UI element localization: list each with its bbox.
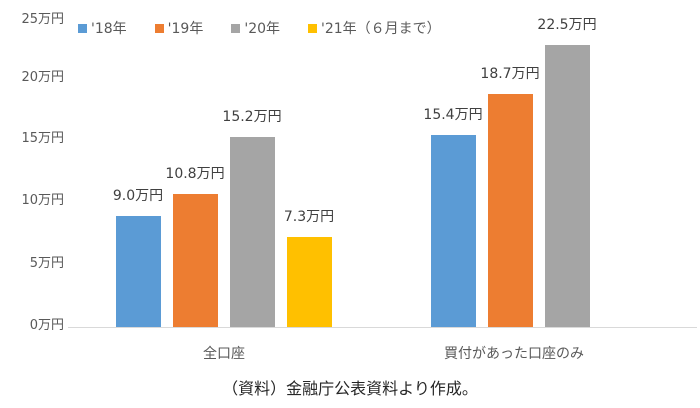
legend-label: '20年	[244, 21, 281, 37]
bar-label-purchased-2018: 15.4万円	[423, 107, 483, 123]
bar-label-all-2018: 9.0万円	[112, 188, 164, 204]
legend-swatch-icon	[231, 23, 241, 33]
legend-label: '21年（６月まで）	[321, 21, 441, 37]
bar-label-all-2021: 7.3万円	[283, 209, 335, 225]
bar-label-all-2020: 15.2万円	[222, 109, 282, 125]
bar-all-2019	[173, 194, 218, 327]
category-label-all-accounts: 全口座	[203, 346, 245, 362]
bar-purchased-2019	[488, 94, 533, 327]
y-tick-0: 0万円	[29, 318, 64, 333]
legend-item-2021: '21年（６月まで）	[308, 18, 441, 38]
category-label-purchased-only: 買付があった口座のみ	[444, 346, 584, 362]
x-axis-line	[68, 327, 697, 328]
y-tick-25: 25万円	[21, 12, 64, 27]
legend-item-2018: '18年	[78, 18, 127, 38]
bar-label-purchased-2020: 22.5万円	[537, 17, 597, 33]
legend: '18年 '19年 '20年 '21年（６月まで）	[78, 19, 469, 37]
legend-item-2019: '19年	[154, 18, 204, 38]
y-tick-20: 20万円	[21, 70, 64, 85]
bar-label-purchased-2019: 18.7万円	[480, 66, 540, 82]
bar-label-all-2019: 10.8万円	[165, 166, 225, 182]
bar-purchased-2020	[545, 45, 590, 327]
y-tick-5: 5万円	[29, 256, 64, 271]
bar-all-2021	[287, 237, 332, 327]
legend-item-2020: '20年	[231, 18, 280, 38]
source-caption: （資料）金融庁公表資料より作成。	[222, 379, 478, 398]
bar-all-2018	[116, 216, 161, 327]
legend-swatch-icon	[154, 23, 164, 33]
y-tick-10: 10万円	[21, 193, 64, 208]
legend-swatch-icon	[308, 23, 318, 33]
bar-all-2020	[230, 137, 275, 327]
legend-swatch-icon	[78, 23, 87, 33]
bar-purchased-2018	[431, 135, 476, 327]
legend-label: '19年	[167, 21, 204, 37]
y-tick-15: 15万円	[21, 131, 64, 146]
legend-label: '18年	[91, 21, 127, 37]
